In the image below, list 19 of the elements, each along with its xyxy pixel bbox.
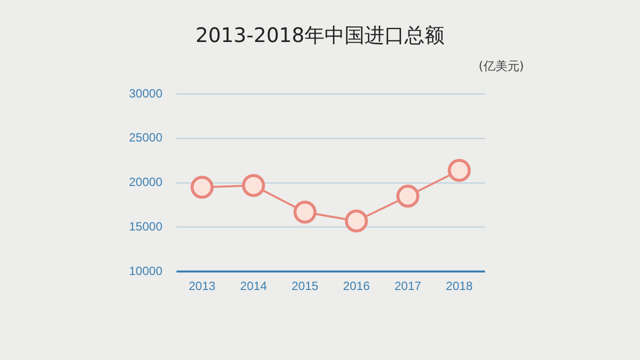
point <box>396 184 420 208</box>
y-axis-title: (亿美元) <box>478 58 524 75</box>
x-tick-label: 2017 <box>394 279 422 294</box>
point <box>293 200 316 224</box>
y-tick-label: 10000 <box>128 264 163 278</box>
y-tick-label: 30000 <box>128 86 163 100</box>
chart-title: 2013-2018年中国进口总额 <box>194 22 446 49</box>
y-tick-label: 20000 <box>128 175 163 190</box>
x-tick-label: 2018 <box>446 279 473 294</box>
x-tick-label: 2014 <box>240 279 268 294</box>
x-tick-label: 2016 <box>343 279 370 294</box>
point <box>190 176 214 199</box>
x-tick-label: 2015 <box>292 279 319 294</box>
x-tick-label: 2013 <box>188 279 216 294</box>
point <box>448 158 471 182</box>
point <box>242 174 266 197</box>
y-tick-label: 15000 <box>128 220 163 234</box>
y-tick-label: 25000 <box>128 130 163 145</box>
point <box>344 209 368 232</box>
